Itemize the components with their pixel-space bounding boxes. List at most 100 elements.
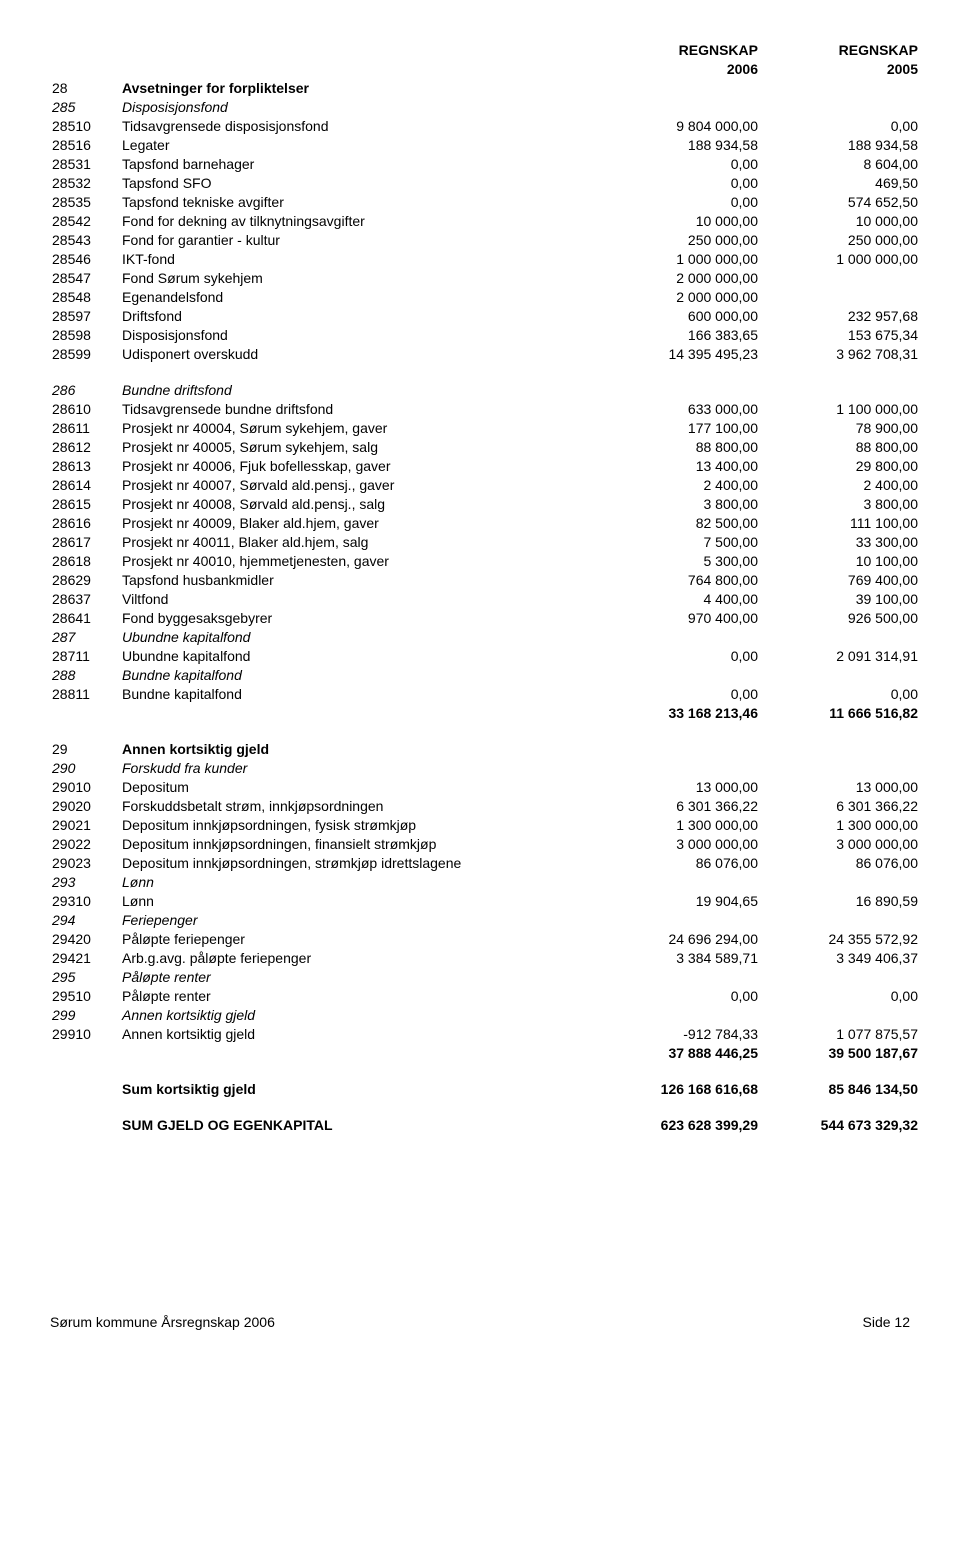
table-row: 28614Prosjekt nr 40007, Sørvald ald.pens… [50, 475, 920, 494]
row-desc: Forskuddsbetalt strøm, innkjøpsordningen [120, 796, 600, 815]
row-code: 28629 [50, 570, 120, 589]
row-value-2005: 0,00 [760, 986, 920, 1005]
row-code: 29310 [50, 891, 120, 910]
row-value-2005: 78 900,00 [760, 418, 920, 437]
footer-right: Side 12 [863, 1314, 910, 1330]
row-code: 28516 [50, 135, 120, 154]
row-desc: Prosjekt nr 40006, Fjuk bofellesskap, ga… [120, 456, 600, 475]
row-code: 28543 [50, 230, 120, 249]
row-desc: Annen kortsiktig gjeld [120, 739, 600, 758]
row-code: 299 [50, 1005, 120, 1024]
row-value-2005: 3 800,00 [760, 494, 920, 513]
row-desc: Ubundne kapitalfond [120, 627, 600, 646]
row-code: 29022 [50, 834, 120, 853]
row-value-2006: 19 904,65 [600, 891, 760, 910]
row-desc: Avsetninger for forpliktelser [120, 78, 600, 97]
row-desc: Ubundne kapitalfond [120, 646, 600, 665]
row-value-2006: 0,00 [600, 986, 760, 1005]
row-value-2005 [760, 97, 920, 116]
table-row: 29023Depositum innkjøpsordningen, strømk… [50, 853, 920, 872]
row-value-2006: 166 383,65 [600, 325, 760, 344]
row-code: 29510 [50, 986, 120, 1005]
table-row: 290Forskudd fra kunder [50, 758, 920, 777]
row-code: 29910 [50, 1024, 120, 1043]
table-row: 28613Prosjekt nr 40006, Fjuk bofellesska… [50, 456, 920, 475]
row-desc: Fond for garantier - kultur [120, 230, 600, 249]
row-value-2005: 232 957,68 [760, 306, 920, 325]
row-value-2005: 86 076,00 [760, 853, 920, 872]
table-row: 28598Disposisjonsfond166 383,65153 675,3… [50, 325, 920, 344]
row-desc: Disposisjonsfond [120, 97, 600, 116]
row-value-2005: 153 675,34 [760, 325, 920, 344]
row-value-2005: 85 846 134,50 [760, 1079, 920, 1098]
row-desc: Fond byggesaksgebyrer [120, 608, 600, 627]
row-value-2006: 5 300,00 [600, 551, 760, 570]
row-desc: IKT-fond [120, 249, 600, 268]
row-desc: Depositum [120, 777, 600, 796]
row-value-2005 [760, 287, 920, 306]
table-row: 28546IKT-fond1 000 000,001 000 000,00 [50, 249, 920, 268]
row-value-2006: 33 168 213,46 [600, 703, 760, 722]
table-row: 287Ubundne kapitalfond [50, 627, 920, 646]
row-value-2005: 11 666 516,82 [760, 703, 920, 722]
row-value-2005: 1 077 875,57 [760, 1024, 920, 1043]
table-row: 28629Tapsfond husbankmidler764 800,00769… [50, 570, 920, 589]
row-value-2006: -912 784,33 [600, 1024, 760, 1043]
row-value-2005: 3 349 406,37 [760, 948, 920, 967]
row-desc: Udisponert overskudd [120, 344, 600, 363]
row-value-2005 [760, 910, 920, 929]
row-code: 29420 [50, 929, 120, 948]
row-code: 288 [50, 665, 120, 684]
table-row: 28617Prosjekt nr 40011, Blaker ald.hjem,… [50, 532, 920, 551]
table-row: 28543Fond for garantier - kultur 250 000,… [50, 230, 920, 249]
row-value-2005: 33 300,00 [760, 532, 920, 551]
row-code: 29 [50, 739, 120, 758]
row-desc: Forskudd fra kunder [120, 758, 600, 777]
row-value-2006: 970 400,00 [600, 608, 760, 627]
row-value-2006: 3 000 000,00 [600, 834, 760, 853]
row-desc: Tapsfond husbankmidler [120, 570, 600, 589]
row-code: 28614 [50, 475, 120, 494]
row-code: 28618 [50, 551, 120, 570]
row-code: 290 [50, 758, 120, 777]
row-desc: Arb.g.avg. påløpte feriepenger [120, 948, 600, 967]
row-value-2005: 13 000,00 [760, 777, 920, 796]
row-value-2006: 2 000 000,00 [600, 268, 760, 287]
row-code: 28811 [50, 684, 120, 703]
row-value-2006 [600, 872, 760, 891]
row-code [50, 1115, 120, 1134]
row-code: 28610 [50, 399, 120, 418]
table-row: 28548Egenandelsfond2 000 000,00 [50, 287, 920, 306]
table-row: 28612Prosjekt nr 40005, Sørum sykehjem, … [50, 437, 920, 456]
row-desc: Prosjekt nr 40010, hjemmetjenesten, gave… [120, 551, 600, 570]
table-row: 28547Fond Sørum sykehjem2 000 000,00 [50, 268, 920, 287]
row-desc: Egenandelsfond [120, 287, 600, 306]
table-row: 28811Bundne kapitalfond0,000,00 [50, 684, 920, 703]
row-desc: Tapsfond SFO [120, 173, 600, 192]
row-code: 28532 [50, 173, 120, 192]
financial-table: REGNSKAPREGNSKAP2006200528Avsetninger fo… [50, 40, 920, 1134]
table-row: 28Avsetninger for forpliktelser [50, 78, 920, 97]
row-code: 29020 [50, 796, 120, 815]
table-row: Sum kortsiktig gjeld126 168 616,6885 846… [50, 1079, 920, 1098]
row-code: 28535 [50, 192, 120, 211]
row-desc: Tapsfond tekniske avgifter [120, 192, 600, 211]
row-code: 28599 [50, 344, 120, 363]
row-value-2005: 8 604,00 [760, 154, 920, 173]
row-value-2005: 10 100,00 [760, 551, 920, 570]
row-value-2006: 13 000,00 [600, 777, 760, 796]
table-row: 294Feriepenger [50, 910, 920, 929]
row-desc: Viltfond [120, 589, 600, 608]
row-desc: Depositum innkjøpsordningen, fysisk strø… [120, 815, 600, 834]
row-code: 28617 [50, 532, 120, 551]
table-row: 29310Lønn19 904,6516 890,59 [50, 891, 920, 910]
row-code: 28615 [50, 494, 120, 513]
row-value-2005: 574 652,50 [760, 192, 920, 211]
row-value-2006 [600, 1005, 760, 1024]
row-desc: Feriepenger [120, 910, 600, 929]
row-value-2006: 37 888 446,25 [600, 1043, 760, 1062]
table-row: SUM GJELD OG EGENKAPITAL623 628 399,2954… [50, 1115, 920, 1134]
row-value-2005: 88 800,00 [760, 437, 920, 456]
row-value-2005: 250 000,00 [760, 230, 920, 249]
table-row: 286Bundne driftsfond [50, 380, 920, 399]
